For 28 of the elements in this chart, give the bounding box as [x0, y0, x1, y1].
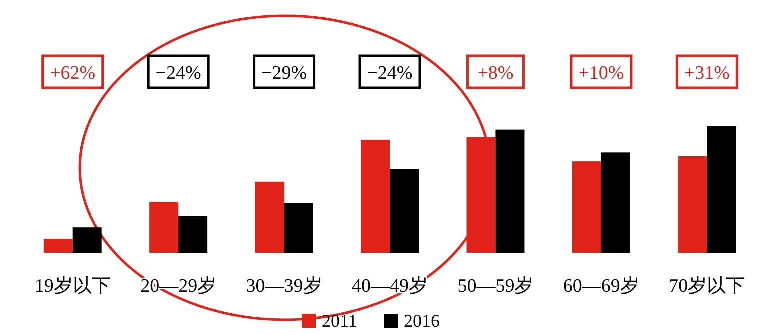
text: −24% — [156, 63, 202, 84]
text: +62% — [50, 63, 96, 84]
x-tick-label: 19岁以下 — [34, 276, 111, 297]
text: +10% — [578, 63, 624, 84]
text: +8% — [478, 63, 514, 84]
text: −29% — [262, 63, 308, 84]
legend-label: 2011 — [322, 311, 358, 331]
text: −24% — [367, 63, 413, 84]
bar — [496, 130, 525, 253]
bar — [466, 137, 496, 253]
text: +31% — [684, 63, 730, 84]
x-tick-label: 70岁以下 — [669, 276, 746, 297]
x-tick-label: 60—69岁 — [563, 276, 640, 297]
legend-label: 2016 — [404, 311, 440, 331]
bar — [707, 126, 736, 253]
bar — [390, 169, 419, 253]
bar — [284, 203, 314, 253]
bar — [150, 202, 179, 253]
bar — [44, 239, 73, 253]
bar — [601, 152, 630, 253]
x-tick-label: 50—59岁 — [458, 276, 534, 297]
bar — [361, 140, 390, 253]
bar — [572, 162, 602, 253]
bar — [678, 156, 708, 253]
bar — [255, 182, 284, 253]
x-tick-label: 30—39岁 — [246, 276, 322, 297]
bar — [72, 228, 102, 253]
bar — [178, 216, 208, 253]
